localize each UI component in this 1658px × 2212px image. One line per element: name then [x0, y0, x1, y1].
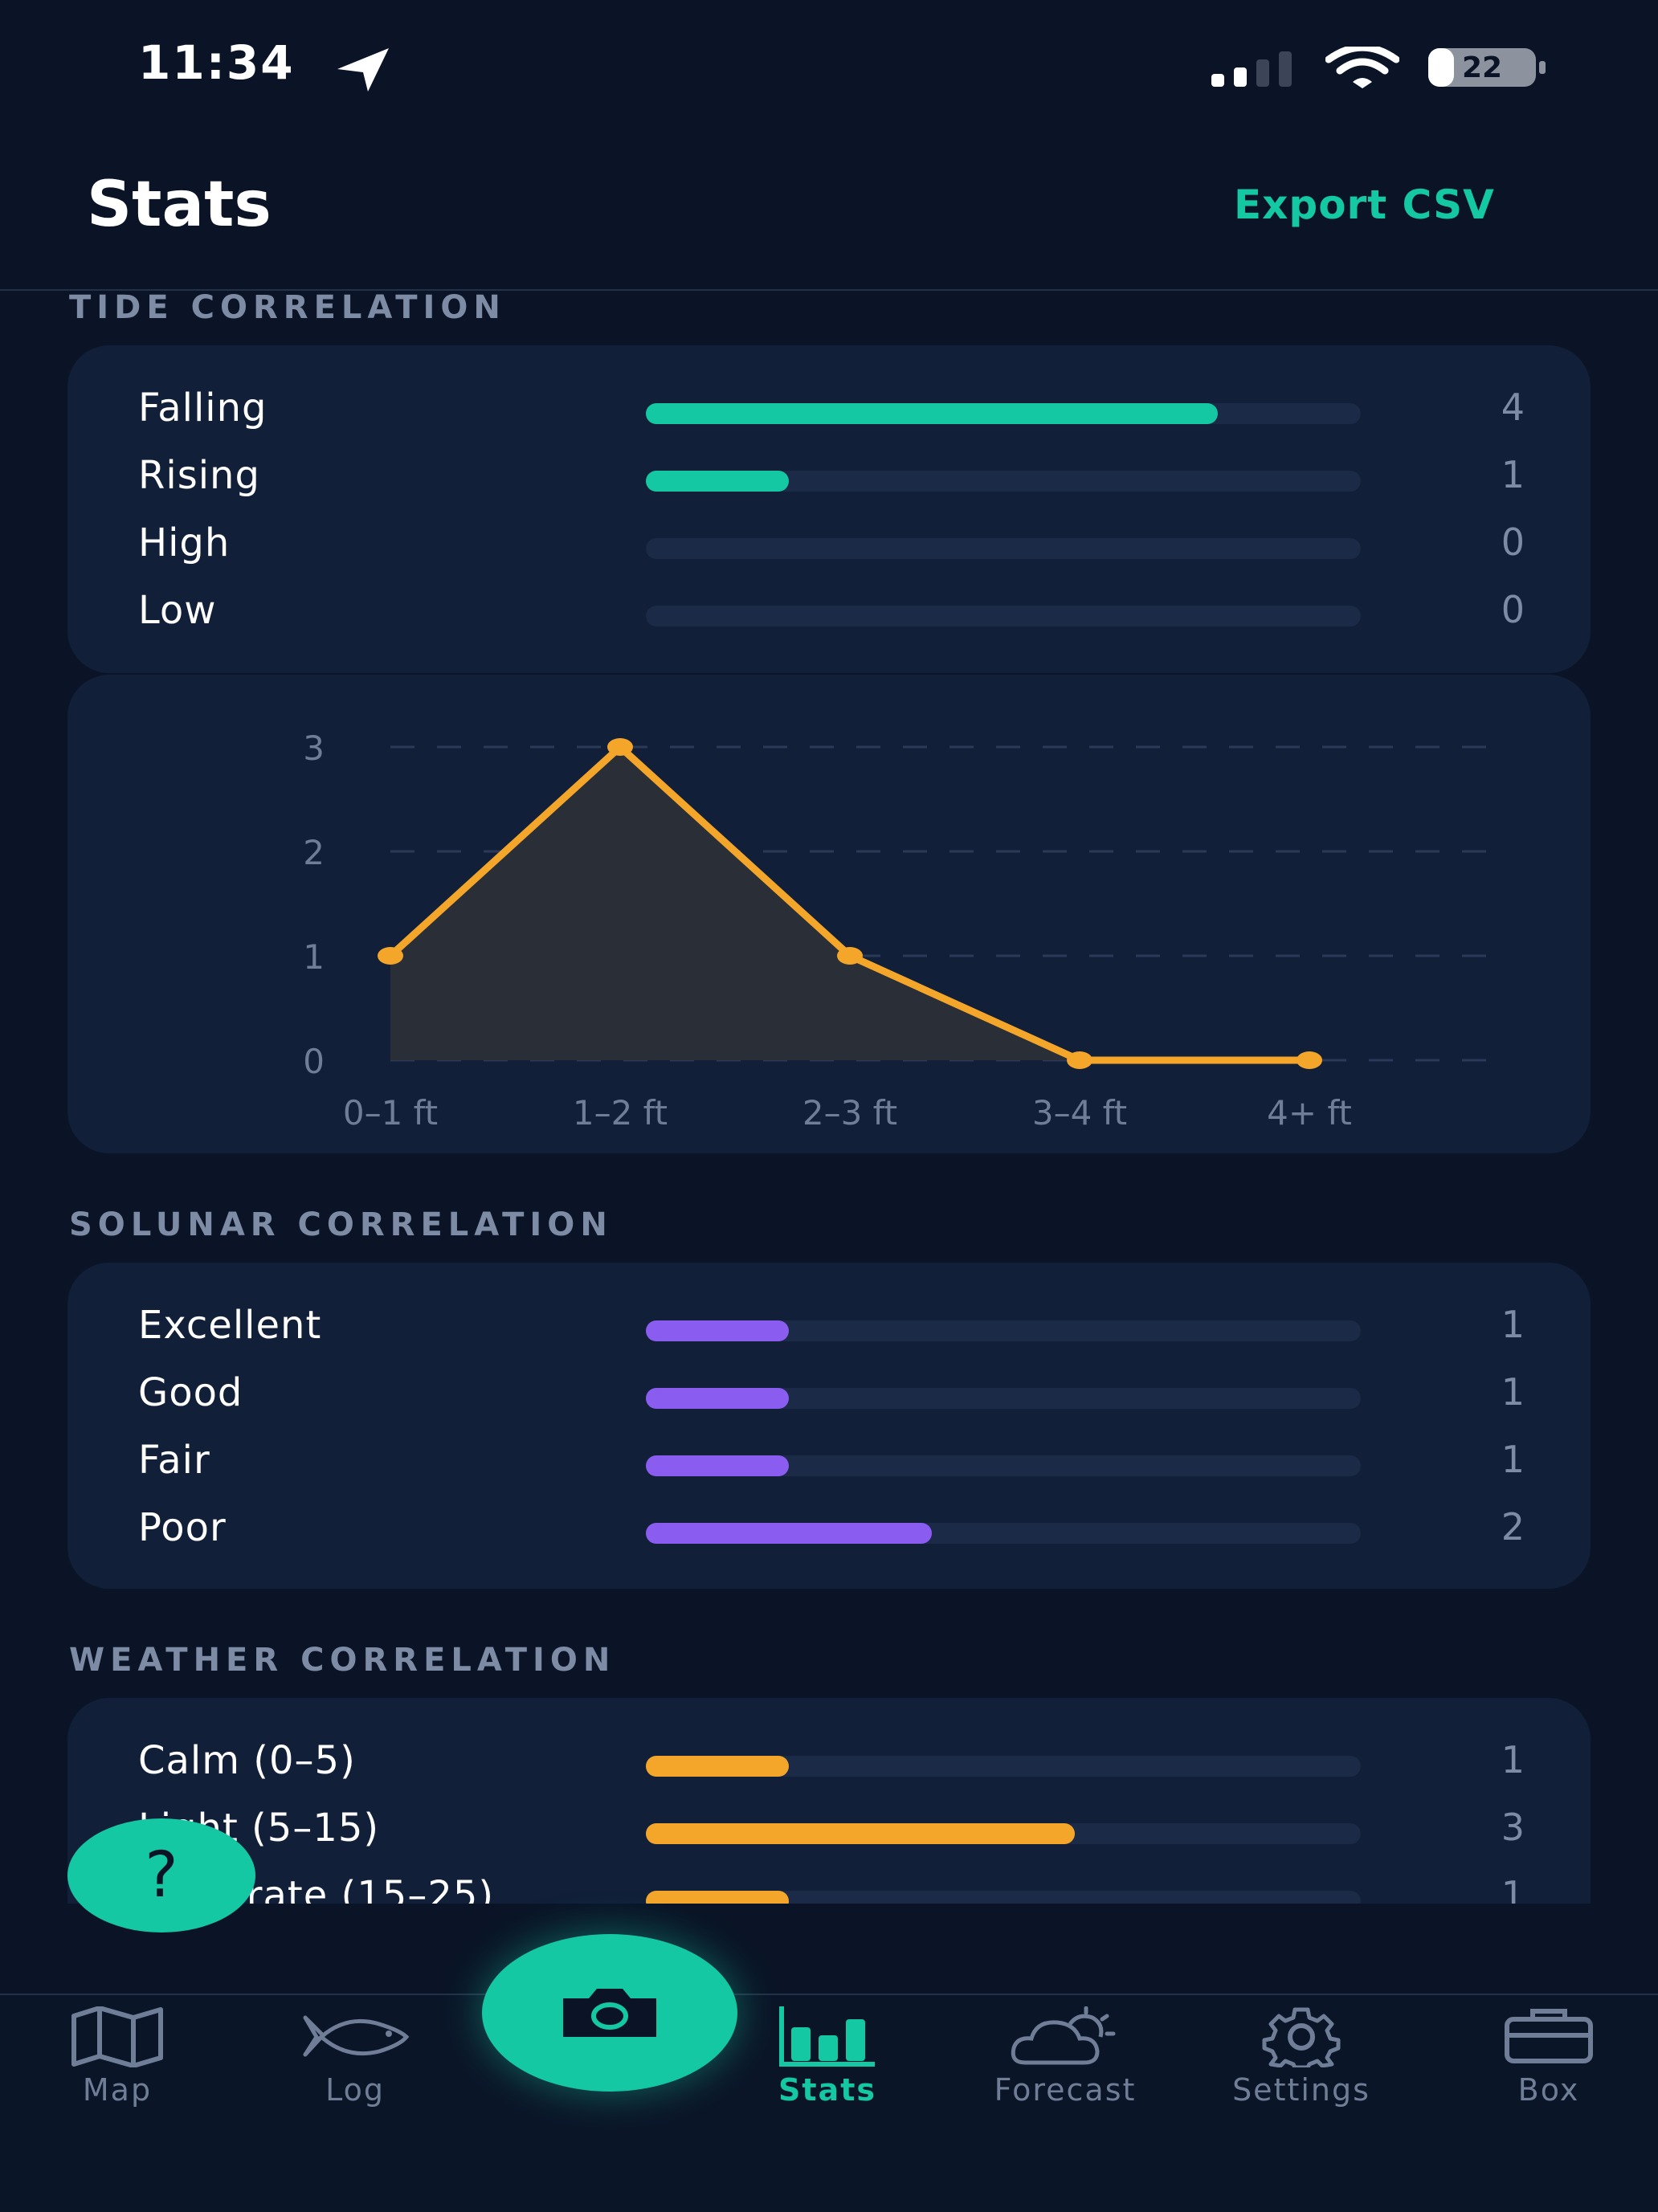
chart-y-tick: 1: [303, 937, 325, 977]
weather-section-title: WEATHER CORRELATION: [69, 1642, 616, 1679]
tab-stats[interactable]: Stats: [723, 2006, 932, 2108]
tide-row-bar: [646, 403, 1218, 424]
tide-row-track: [646, 471, 1361, 492]
solunar-row-track: [646, 1320, 1361, 1341]
solunar-row-track: [646, 1455, 1361, 1476]
weather-row-bar: [646, 1823, 1075, 1844]
solunar-row-count: 2: [1501, 1505, 1525, 1549]
location-arrow-icon: [337, 48, 389, 92]
tide-chart-card: [67, 675, 1591, 1153]
tide-height-chart: 0 1 2 3 0–1 ft 1–2 ft 2–3 ft 3–4 ft 4+ ft: [303, 728, 1497, 1133]
weather-row-bar: [646, 1891, 789, 1904]
tide-row-label: High: [138, 520, 231, 565]
weather-row-track: [646, 1756, 1361, 1777]
solunar-row-label: Excellent: [138, 1303, 322, 1348]
map-icon: [71, 2006, 163, 2067]
tab-map[interactable]: Map: [13, 2006, 222, 2108]
battery-icon: 22: [1428, 48, 1549, 87]
tide-row-count: 1: [1501, 453, 1525, 496]
weather-row-track: [646, 1891, 1361, 1904]
export-csv-button[interactable]: Export CSV: [1234, 182, 1495, 228]
chart-point: [1067, 1051, 1092, 1069]
weather-row-count: 1: [1501, 1738, 1525, 1781]
cloud-sun-icon: [1011, 2006, 1116, 2065]
tab-log[interactable]: Log: [251, 2006, 459, 2108]
gear-icon: [1262, 2007, 1341, 2067]
bar-chart-icon: [779, 2006, 875, 2067]
solunar-row-label: Fair: [138, 1438, 210, 1483]
solunar-row-bar: [646, 1523, 932, 1544]
tab-settings[interactable]: Settings: [1197, 2006, 1406, 2108]
solunar-row-bar: [646, 1455, 789, 1476]
tide-row-track: [646, 403, 1361, 424]
status-time: 11:34: [138, 35, 295, 90]
weather-row-label: Calm (0–5): [138, 1738, 356, 1783]
camera-button[interactable]: [482, 1934, 737, 2092]
header-divider: [0, 289, 1658, 291]
chart-y-tick: 0: [303, 1042, 325, 1081]
tab-log-label: Log: [325, 2072, 385, 2108]
help-button[interactable]: ?: [67, 1818, 255, 1932]
chart-x-tick: 0–1 ft: [343, 1093, 438, 1133]
solunar-section-title: SOLUNAR CORRELATION: [69, 1206, 613, 1243]
chart-x-tick: 1–2 ft: [573, 1093, 668, 1133]
chart-area: [390, 747, 1309, 1060]
chart-point: [378, 947, 403, 965]
weather-row-bar: [646, 1756, 789, 1777]
solunar-row-count: 1: [1501, 1370, 1525, 1414]
chart-x-tick: 2–3 ft: [802, 1093, 897, 1133]
chart-point: [1297, 1051, 1322, 1069]
solunar-row-label: Poor: [138, 1505, 227, 1550]
tab-bar: [0, 1994, 1658, 2212]
tide-row-track: [646, 538, 1361, 559]
camera-icon: [563, 1989, 656, 2037]
tab-box-label: Box: [1517, 2072, 1580, 2108]
tide-row-count: 0: [1501, 520, 1525, 564]
cellular-signal-icon: [1211, 51, 1292, 87]
tackle-box-icon: [1505, 2009, 1593, 2063]
fish-icon: [303, 2015, 410, 2057]
solunar-row-bar: [646, 1320, 789, 1341]
solunar-row-count: 1: [1501, 1303, 1525, 1346]
tab-map-label: Map: [82, 2072, 153, 2108]
chart-x-tick: 4+ ft: [1267, 1093, 1352, 1133]
chart-y-tick: 2: [303, 833, 325, 872]
chart-point: [837, 947, 863, 965]
solunar-row-bar: [646, 1388, 789, 1409]
weather-card: Calm (0–5) 1 Light (5–15) 3 Moderate (15–25)…: [67, 1698, 1591, 1904]
tide-row-track: [646, 606, 1361, 626]
tab-stats-label: Stats: [778, 2072, 876, 2108]
battery-level: 22: [1461, 51, 1503, 84]
page-title: Stats: [87, 169, 272, 241]
solunar-row-label: Good: [138, 1370, 243, 1415]
tide-row-label: Falling: [138, 386, 267, 431]
wifi-icon: [1325, 47, 1399, 88]
solunar-row-track: [646, 1388, 1361, 1409]
tab-box[interactable]: Box: [1444, 2006, 1653, 2108]
tide-row-count: 4: [1501, 386, 1525, 429]
weather-row-count: 1: [1501, 1873, 1525, 1904]
tide-section-title: TIDE CORRELATION: [69, 289, 506, 326]
tab-forecast[interactable]: Forecast: [961, 2006, 1170, 2108]
weather-row-count: 3: [1501, 1806, 1525, 1849]
weather-row-track: [646, 1823, 1361, 1844]
chart-y-tick: 3: [303, 728, 325, 768]
tab-forecast-label: Forecast: [994, 2072, 1137, 2108]
tab-settings-label: Settings: [1232, 2072, 1370, 2108]
tide-row-label: Rising: [138, 453, 260, 498]
solunar-row-count: 1: [1501, 1438, 1525, 1481]
tide-row-count: 0: [1501, 588, 1525, 631]
tide-row-label: Low: [138, 588, 217, 633]
solunar-row-track: [646, 1523, 1361, 1544]
chart-point: [607, 738, 633, 756]
chart-x-tick: 3–4 ft: [1032, 1093, 1127, 1133]
tide-row-bar: [646, 471, 789, 492]
